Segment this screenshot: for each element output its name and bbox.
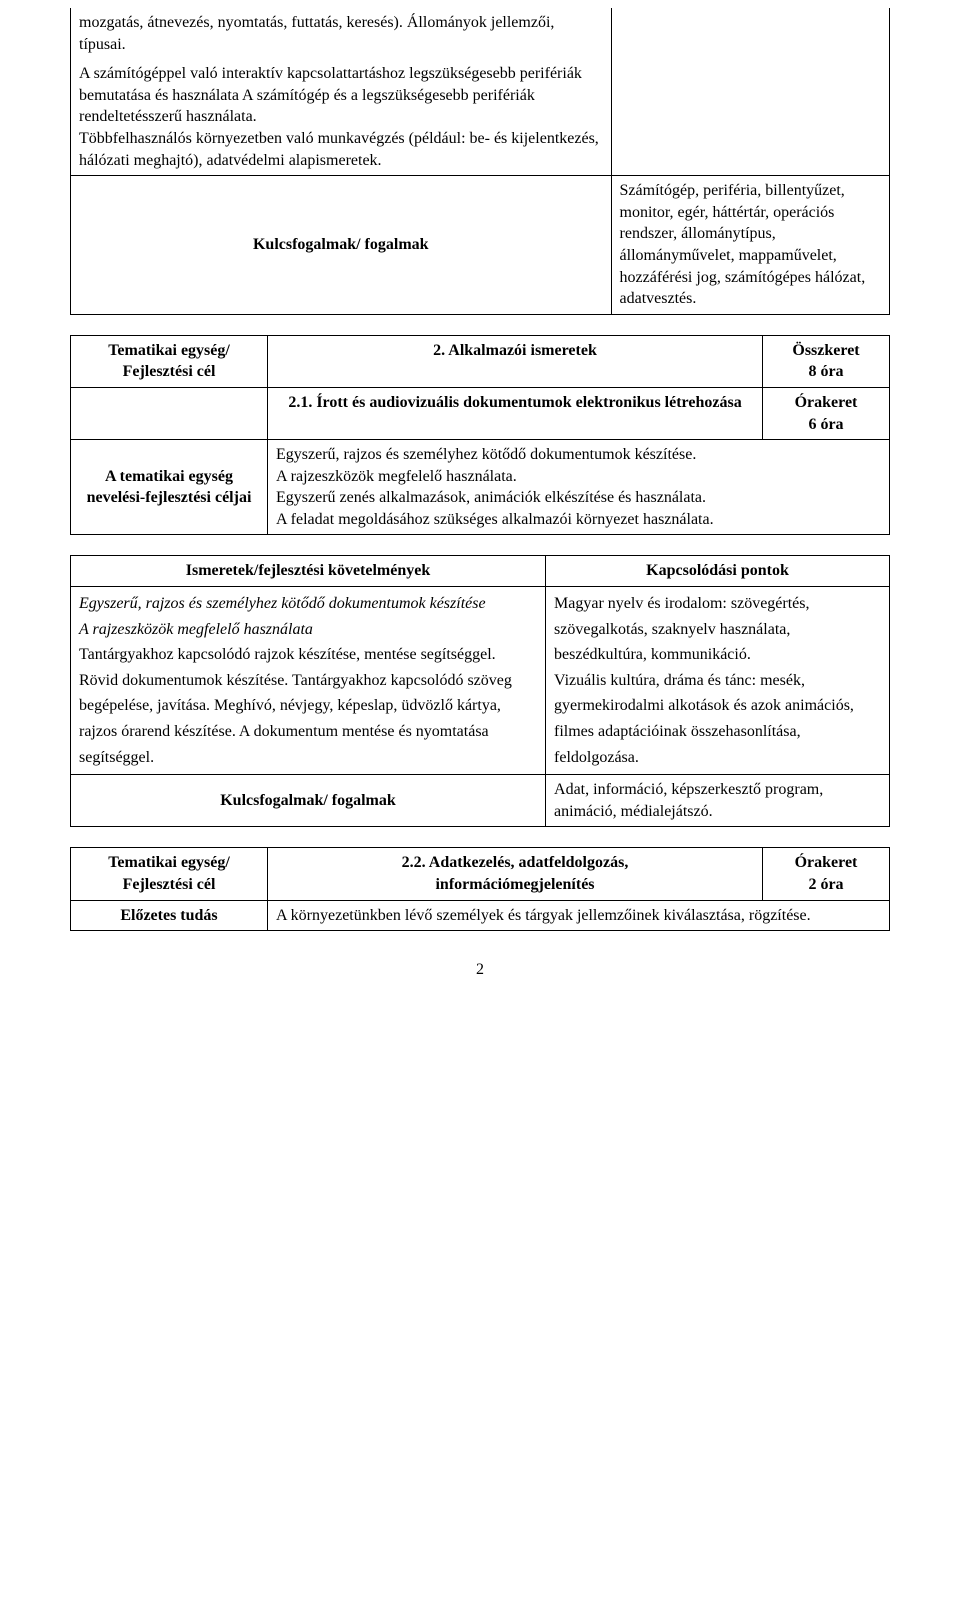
- t1-intro-p2: A számítógéppel való interaktív kapcsola…: [79, 65, 582, 125]
- t2-r3-p1: Egyszerű, rajzos és személyhez kötődő do…: [276, 446, 696, 463]
- t3-row-body: Adat, információ, képszerkesztő program,…: [546, 775, 890, 827]
- t1-row-label: Kulcsfogalmak/ fogalmak: [71, 176, 612, 315]
- t2-r3-p3: Egyszerű zenés alkalmazások, animációk e…: [276, 489, 706, 506]
- t2-r1-label: Tematikai egység/ Fejlesztési cél: [71, 335, 268, 387]
- t4-r1-right-l2: 2 óra: [808, 876, 843, 893]
- t2-r1-right-l2: 8 óra: [808, 363, 843, 380]
- t3-h-right: Kapcsolódási pontok: [546, 556, 890, 587]
- t2-r1-right-l1: Összkeret: [792, 342, 859, 359]
- t2-r2-right-l2: 6 óra: [808, 416, 843, 433]
- t4-r1-title-l2: információmegjelenítés: [435, 876, 594, 893]
- t4-r2-label: Előzetes tudás: [71, 900, 268, 931]
- t1-row-body: Számítógép, periféria, billentyűzet, mon…: [611, 176, 889, 315]
- t4-r1-title-l1: 2.2. Adatkezelés, adatfeldolgozás,: [402, 854, 629, 871]
- table-1: mozgatás, átnevezés, nyomtatás, futtatás…: [70, 8, 890, 315]
- table-3: Ismeretek/fejlesztési követelmények Kapc…: [70, 555, 890, 827]
- t4-r2-body: A környezetünkben lévő személyek és tárg…: [268, 900, 890, 931]
- page: mozgatás, átnevezés, nyomtatás, futtatás…: [50, 0, 910, 1019]
- t3-left-i2: A rajzeszközök megfelelő használata: [79, 621, 313, 638]
- t3-left-n1: Tantárgyakhoz kapcsolódó rajzok készítés…: [79, 646, 496, 663]
- t3-right-p1: Magyar nyelv és irodalom: szövegértés, s…: [554, 595, 809, 663]
- t2-r3-p2: A rajzeszközök megfelelő használata.: [276, 468, 517, 485]
- t2-r1-title: 2. Alkalmazói ismeretek: [268, 335, 763, 387]
- t4-r1-label: Tematikai egység/ Fejlesztési cél: [71, 848, 268, 900]
- t3-right-p2: Vizuális kultúra, dráma és tánc: mesék, …: [554, 672, 854, 766]
- page-number: 2: [70, 961, 890, 979]
- t1-intro-p3: Többfelhasználós környezetben való munka…: [79, 130, 599, 169]
- t3-row-label: Kulcsfogalmak/ fogalmak: [71, 775, 546, 827]
- t1-intro-p1: mozgatás, átnevezés, nyomtatás, futtatás…: [79, 14, 554, 53]
- t2-r3-p4: A feladat megoldásához szükséges alkalma…: [276, 511, 714, 528]
- t2-r3-label: A tematikai egység nevelési-fejlesztési …: [71, 440, 268, 535]
- t3-left-i1: Egyszerű, rajzos és személyhez kötődő do…: [79, 595, 486, 612]
- table-2: Tematikai egység/ Fejlesztési cél 2. Alk…: [70, 335, 890, 536]
- t3-h-left: Ismeretek/fejlesztési követelmények: [71, 556, 546, 587]
- table-4: Tematikai egység/ Fejlesztési cél 2.2. A…: [70, 847, 890, 931]
- t2-r2-title: 2.1. Írott és audiovizuális dokumentumok…: [268, 387, 763, 439]
- t3-left-n2: Rövid dokumentumok készítése. Tantárgyak…: [79, 672, 512, 766]
- t2-r2-right-l1: Órakeret: [795, 394, 858, 411]
- t4-r1-right-l1: Órakeret: [795, 854, 858, 871]
